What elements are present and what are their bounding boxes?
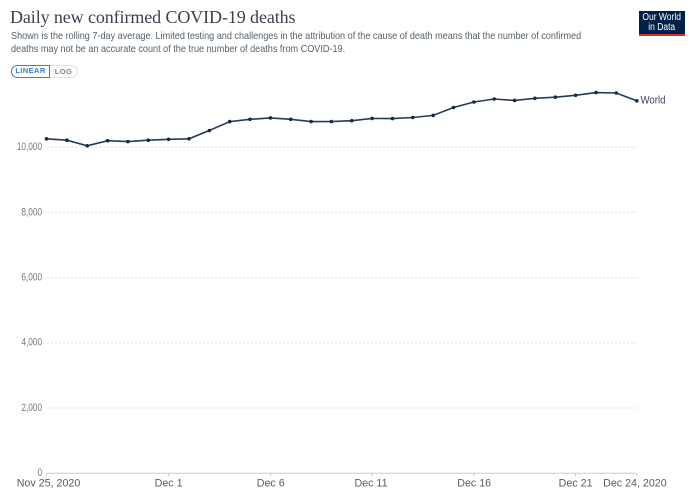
- svg-text:2,000: 2,000: [21, 402, 42, 415]
- svg-text:Nov 25, 2020: Nov 25, 2020: [17, 478, 81, 490]
- svg-text:8,000: 8,000: [21, 206, 42, 219]
- svg-text:10,000: 10,000: [17, 141, 43, 154]
- svg-text:4,000: 4,000: [21, 337, 42, 350]
- svg-text:World: World: [641, 95, 666, 107]
- svg-text:Dec 6: Dec 6: [257, 478, 285, 490]
- svg-text:Dec 1: Dec 1: [155, 478, 183, 490]
- svg-text:Dec 21: Dec 21: [559, 478, 593, 490]
- svg-text:Dec 24, 2020: Dec 24, 2020: [603, 478, 667, 490]
- svg-text:Dec 11: Dec 11: [354, 478, 387, 490]
- svg-text:Dec 16: Dec 16: [457, 478, 491, 490]
- svg-text:0: 0: [37, 467, 42, 480]
- svg-text:6,000: 6,000: [21, 271, 42, 284]
